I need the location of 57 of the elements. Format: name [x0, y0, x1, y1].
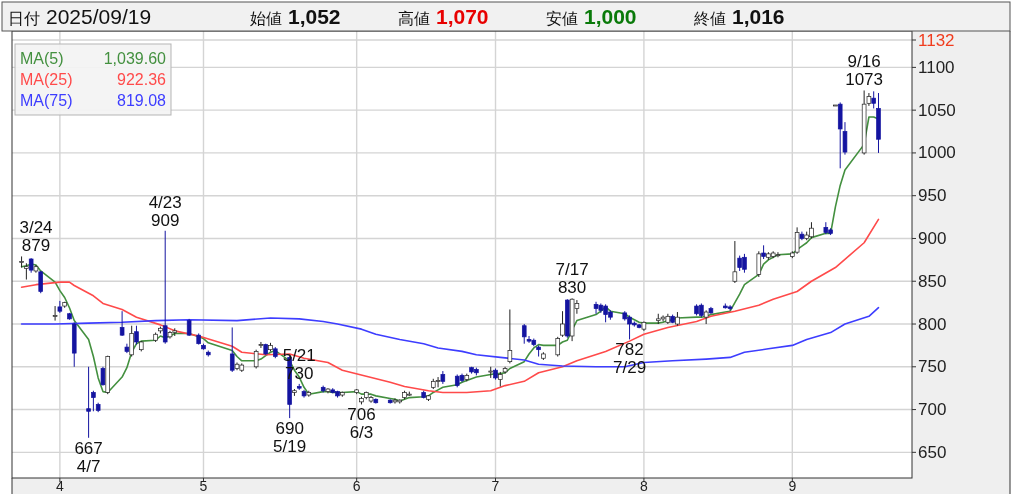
annotation: 9/16 1073: [845, 52, 884, 90]
text: 安値 1,000: [546, 5, 637, 28]
x-tick-label: 5: [199, 478, 208, 494]
candlestick: [756, 250, 762, 278]
y-tick-label: 700: [918, 400, 947, 420]
y-tick-label: 1100: [918, 57, 955, 77]
y-tick-label: 1132: [918, 30, 955, 50]
candlestick: [100, 366, 106, 387]
y-tick-label: 1050: [918, 100, 956, 120]
annotation: 7/17 830: [555, 260, 589, 298]
candlestick: [660, 314, 666, 322]
x-tick-label: 8: [640, 478, 649, 494]
candlestick: [19, 255, 24, 269]
text: MA(5) 1,039.60: [20, 50, 166, 67]
chart-title: 日付 2025/09/19: [8, 5, 152, 28]
x-tick-label: 6: [352, 478, 361, 494]
candlestick: [129, 325, 134, 358]
x-tick-label: 4: [55, 478, 64, 494]
annotation: 667 4/7: [74, 438, 103, 476]
text: 終値 1,016: [693, 5, 785, 28]
candlestick: [57, 300, 63, 314]
y-tick-label: 800: [918, 314, 947, 334]
y-tick-label: 750: [918, 357, 947, 377]
candlestick: [555, 336, 561, 358]
y-tick-label: 900: [918, 228, 947, 248]
x-tick-label: 7: [491, 478, 500, 494]
candlestick: [732, 240, 738, 284]
candlestick: [91, 390, 96, 412]
candlestick: [794, 226, 800, 255]
annotation: 690 5/19: [273, 419, 307, 457]
candlestick: [703, 309, 709, 325]
candlestick: [253, 349, 259, 369]
text: 始値 1,052: [250, 5, 341, 28]
candlestick: [507, 308, 513, 364]
y-tick-label: 1000: [918, 143, 956, 163]
y-tick-label: 650: [918, 442, 947, 462]
candlestick: [775, 251, 781, 258]
text: MA(25) 922.36: [20, 71, 166, 88]
candlestick: [52, 305, 58, 322]
candlestick: [258, 341, 264, 349]
x-tick-label: 9: [788, 478, 797, 494]
annotation: 3/24 879: [19, 218, 53, 256]
candlestick: [162, 230, 168, 345]
candlestick: [392, 397, 398, 405]
candlestick: [560, 310, 565, 338]
candlestick: [119, 310, 125, 337]
candlestick: [86, 366, 91, 439]
candlestick: [229, 326, 235, 373]
annotation: 4/23 909: [148, 192, 182, 230]
text: MA(75) 819.08: [20, 92, 166, 109]
candlestick: [134, 325, 139, 346]
y-tick-label: 950: [918, 186, 947, 206]
annotation: 706 6/3: [347, 405, 376, 443]
y-tick-label: 850: [918, 271, 947, 291]
text: 高値 1,070: [398, 5, 489, 28]
candlestick: [593, 301, 599, 315]
candlestick: [435, 376, 441, 388]
